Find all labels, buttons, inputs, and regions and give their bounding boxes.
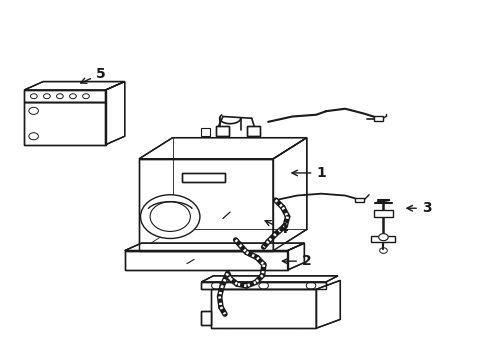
Polygon shape (201, 282, 325, 289)
Polygon shape (139, 138, 306, 159)
Polygon shape (182, 173, 225, 182)
Polygon shape (215, 126, 229, 136)
Polygon shape (24, 102, 105, 145)
Text: 5: 5 (81, 67, 105, 83)
Polygon shape (287, 243, 304, 270)
Bar (373, 210, 392, 217)
Text: 3: 3 (406, 201, 430, 215)
Polygon shape (210, 289, 316, 328)
Bar (371, 237, 395, 242)
Polygon shape (246, 126, 260, 136)
Bar (354, 198, 364, 202)
Polygon shape (201, 311, 210, 325)
Bar (201, 128, 209, 136)
Polygon shape (105, 82, 124, 145)
Text: 1: 1 (291, 166, 325, 180)
Polygon shape (316, 280, 340, 328)
Text: 2: 2 (282, 254, 311, 268)
Bar (373, 117, 382, 121)
Polygon shape (124, 251, 287, 270)
Circle shape (378, 234, 387, 241)
Polygon shape (201, 276, 337, 282)
Circle shape (140, 195, 200, 238)
Polygon shape (124, 243, 304, 251)
Text: 4: 4 (264, 221, 287, 237)
Polygon shape (273, 138, 306, 251)
Polygon shape (24, 82, 124, 90)
Polygon shape (139, 159, 273, 251)
Polygon shape (24, 90, 105, 102)
